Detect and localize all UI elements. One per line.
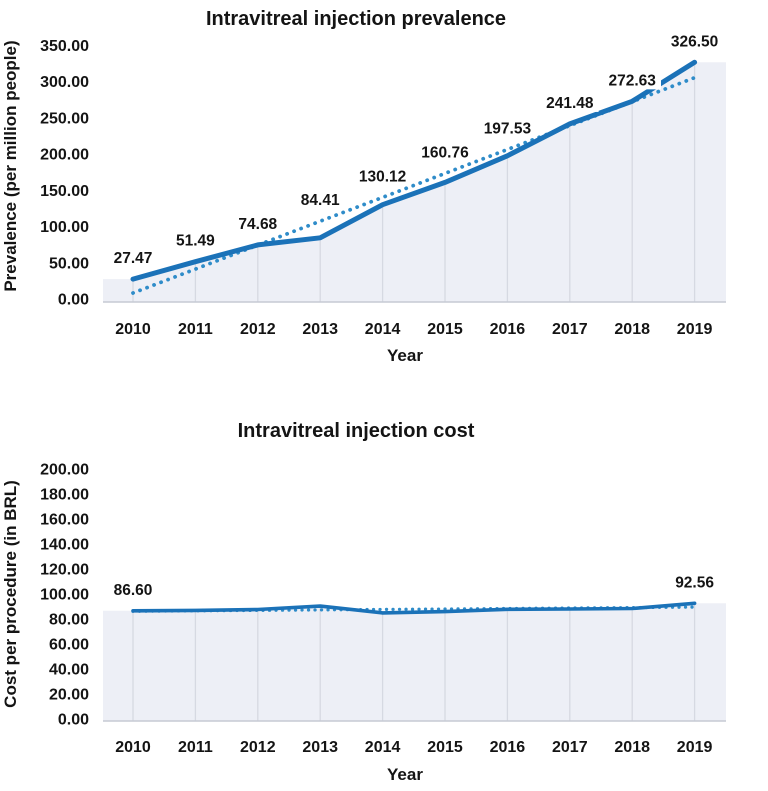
prevalence-y-axis-title: Prevalence (per million people) [1,40,20,291]
data-label: 92.56 [675,574,714,591]
gridlines [132,603,696,721]
data-label-bg [353,166,412,186]
data-label: 86.60 [114,582,153,599]
y-tick-label: 120.00 [40,562,89,579]
data-label-bg [541,92,599,112]
data-label-bg [233,213,283,233]
y-tick-label: 40.00 [49,662,89,679]
data-label: 74.68 [238,216,277,233]
cost-x-axis-title: Year [387,765,423,784]
year-label: 2017 [552,321,588,338]
y-tick-label: 100.00 [40,219,89,236]
data-label: 27.47 [114,250,153,267]
data-label: 130.12 [359,168,406,185]
data-label-bg [108,248,158,268]
data-label-bg [416,142,474,162]
data-label: 84.41 [301,192,340,209]
y-tick-label: 80.00 [49,612,89,629]
year-label: 2014 [365,321,401,338]
prevalence-plot: 0.00 50.00 100.00 150.00 200.00 250.00 300.00 3… [40,31,726,338]
year-label: 2011 [178,321,213,338]
prevalence-chart-title: Intravitreal injection prevalence [206,8,506,30]
data-label: 241.48 [546,95,594,112]
prevalence-x-axis-title: Year [387,346,423,365]
data-label-bg [665,31,724,51]
prevalence-chart: 0.00 50.00 100.00 150.00 200.00 250.00 300.00 3… [1,8,726,365]
y-tick-label: 20.00 [49,687,89,704]
cost-chart-title: Intravitreal injection cost [238,420,475,442]
year-label: 2019 [677,739,713,756]
data-label-bg [603,70,661,90]
y-tick-label: 60.00 [49,637,89,654]
data-label-bg [670,572,720,592]
data-label-bg [295,190,345,210]
year-label: 2016 [490,739,526,756]
y-tick-label: 300.00 [40,74,89,91]
year-label: 2018 [614,321,650,338]
year-label: 2013 [302,321,338,338]
year-label: 2010 [115,321,151,338]
cost-y-axis-title: Cost per procedure (in BRL) [1,480,20,708]
cost-plot: 0.00 20.00 40.00 60.00 80.00 100.00 120.00 140.… [40,462,726,756]
data-label: 51.49 [176,233,215,250]
year-label: 2016 [490,321,526,338]
data-label: 326.50 [671,33,718,50]
y-tick-label: 50.00 [49,255,89,272]
y-tick-label: 100.00 [40,587,89,604]
y-tick-label: 250.00 [40,110,89,127]
y-tick-label: 200.00 [40,462,89,479]
y-tick-label: 200.00 [40,147,89,164]
year-label: 2012 [240,739,276,756]
series-line [131,601,697,615]
year-label: 2013 [302,739,338,756]
year-label: 2010 [115,739,151,756]
y-tick-label: 0.00 [58,712,89,729]
data-label: 197.53 [484,121,532,138]
series-line [130,59,698,282]
cost-chart: 0.00 20.00 40.00 60.00 80.00 100.00 120.00 140.… [1,420,726,784]
year-label: 2012 [240,321,276,338]
y-tick-label: 150.00 [40,183,89,200]
y-tick-label: 180.00 [40,487,89,504]
year-label: 2019 [677,321,713,338]
year-label: 2011 [178,739,213,756]
year-label: 2014 [365,739,401,756]
year-label: 2015 [427,321,463,338]
data-label-bg [108,579,158,599]
data-label: 160.76 [421,144,469,161]
data-label-bg [478,118,537,138]
year-label: 2018 [614,739,650,756]
y-tick-label: 160.00 [40,512,89,529]
data-label-bg [170,230,220,250]
year-label: 2015 [427,739,463,756]
data-label: 272.63 [608,72,656,89]
year-label: 2017 [552,739,588,756]
y-tick-label: 0.00 [58,292,89,309]
y-tick-label: 350.00 [40,38,89,55]
y-tick-label: 140.00 [40,537,89,554]
